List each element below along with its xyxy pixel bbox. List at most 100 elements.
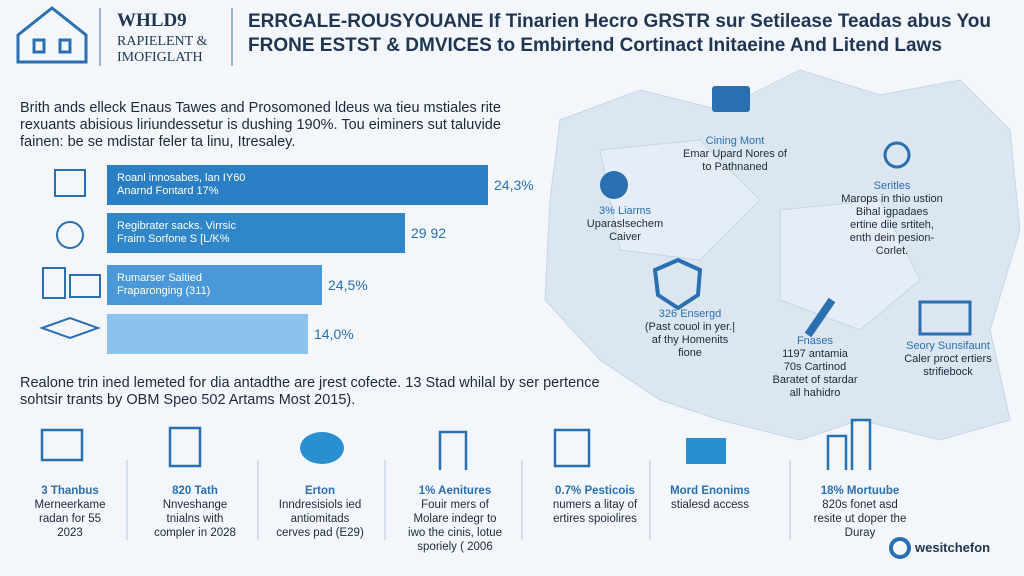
stat: 3 Thanbus Merneerkame radan for 55 2023 xyxy=(35,484,106,540)
bar-text: Roanl innosabes, lan IY60 Anarnd Fontard … xyxy=(107,165,488,198)
map-icons xyxy=(600,86,972,338)
text-line: sohtsir trants by OBM Speo 502 Artams Mo… xyxy=(20,392,356,408)
intro: Brith ands elleck Enaus Tawes and Prosom… xyxy=(20,100,501,151)
text-line: Erton xyxy=(304,485,336,497)
bar xyxy=(107,314,308,354)
text-line: Anarnd Fontard 17% xyxy=(117,185,219,197)
text-line: Bihal igpadaes xyxy=(855,206,929,218)
text-line: fione xyxy=(678,347,702,359)
text-line: rexuants abisious liriundessetur is dush… xyxy=(20,117,501,133)
text-line: 3 Thanbus xyxy=(41,485,99,497)
map-label: 3% Liarms Uparaslsechem Caiver xyxy=(587,205,663,244)
text-line: Cining Mont xyxy=(705,135,765,147)
text-line: 820s fonet asd xyxy=(822,499,898,511)
text-line: Inndresisiols ied xyxy=(278,499,362,511)
text-line: Uparaslsechem xyxy=(586,218,664,230)
text-line: Fraparonging (311) xyxy=(117,285,211,297)
text-line: Fraim Sorfone S [L/K% xyxy=(117,233,230,245)
text-line: Caiver xyxy=(609,231,641,243)
text-line: 1197 antamia xyxy=(782,348,848,360)
stat: Erton Inndresisiols ied antiomitads cerves … xyxy=(276,484,364,540)
brand: wesitchefon xyxy=(915,540,991,555)
text-line: Rumarser Saltied xyxy=(117,272,202,284)
text-line: Fouir mers of xyxy=(421,499,489,511)
text-line: 820 Tath xyxy=(172,485,218,497)
logo-title: WHLD9 xyxy=(117,10,187,31)
text-line: Mord Enonims xyxy=(670,485,750,497)
map-label: 326 Ensergd (Past couol in yer.| af thy Ho… xyxy=(645,308,735,360)
stat: 820 Tath Nnveshange tnialns with compler in… xyxy=(154,484,236,540)
text-line: stialesd access xyxy=(671,499,749,511)
text-line: FRONE ESTST & DMVICES to Embirtend Corti… xyxy=(248,35,942,56)
bar-icons xyxy=(39,169,101,340)
value-label: 14,0% xyxy=(314,326,354,342)
text-line: iwo the cinis, lotue xyxy=(408,527,502,539)
text-line: 70s Cartinod xyxy=(783,361,847,373)
text-line: to Pathnaned xyxy=(702,161,768,173)
text-line: numers a litay of xyxy=(552,499,638,511)
text-line: Fnases xyxy=(796,335,834,347)
text-line: IMOFIGLATH xyxy=(117,50,203,65)
text-line: strifiebock xyxy=(923,366,973,378)
value-label: 24,3% xyxy=(494,177,534,193)
text-line: Realone trin ined lemeted for dia antadt… xyxy=(20,375,600,391)
text-line: Baratet of stardar xyxy=(772,374,858,386)
text-line: 3% Liarms xyxy=(599,205,651,217)
stat: 0.7% Pesticois numers a litay of ertires s… xyxy=(553,484,637,526)
text-line: Caler proct ertiers xyxy=(904,353,992,365)
text-line: compler in 2028 xyxy=(154,527,236,539)
bar-text xyxy=(107,314,308,321)
text-line: Molare indegr to xyxy=(413,513,497,525)
stat: Mord Enonims stialesd access xyxy=(670,484,750,512)
text-line: Roanl innosabes, lan IY60 xyxy=(117,172,246,184)
text-line: ertine diie srtiteh, xyxy=(850,219,934,231)
house-logo xyxy=(16,6,88,64)
map-label: Seory Sunsifaunt Caler proct ertiers strif… xyxy=(904,340,991,379)
text-line: ERRGALE-ROUSYOUANE If Tinarien Hecro GRS… xyxy=(248,11,991,32)
map-label: Fnases 1197 antamia 70s Cartinod Baratet of… xyxy=(773,335,858,400)
text-line: Duray xyxy=(844,527,876,539)
bar-text: Regibrater sacks. Virrsic Fraim Sorfone S… xyxy=(107,213,405,246)
text-line: resite ut doper the xyxy=(813,513,907,525)
text-line: Marops in thio ustion xyxy=(841,193,943,205)
text-line: enth dein pesion- xyxy=(849,232,935,244)
value-label: 29 92 xyxy=(411,225,447,241)
map-label: Seritles Marops in thio ustion Bihal igpad… xyxy=(841,180,943,258)
text-line: Nnveshange xyxy=(162,499,228,511)
text-line: Emar Upard Nores of xyxy=(683,148,787,160)
dividers xyxy=(126,460,791,540)
text-line: 2023 xyxy=(57,527,83,539)
text-line: Merneerkame xyxy=(34,499,106,511)
text-line: sporiely ( 2006 xyxy=(417,541,493,553)
bar: Roanl innosabes, lan IY60 Anarnd Fontard … xyxy=(107,165,488,205)
text-line: ertires spoiolires xyxy=(553,513,637,525)
stat-icons xyxy=(40,418,872,470)
value-label: 24,5% xyxy=(328,277,368,293)
text-line: 1% Aenitures xyxy=(418,485,492,497)
text-line: Seritles xyxy=(873,180,911,192)
text-line: fainen: be se mdistar feler ta linu, Itr… xyxy=(20,134,296,150)
text-line: tnialns with xyxy=(166,513,224,525)
text-line: Corlet. xyxy=(875,245,909,257)
bottom-text: Realone trin ined lemeted for dia antadt… xyxy=(20,375,600,409)
text-line: Regibrater sacks. Virrsic xyxy=(117,220,236,232)
text-line: RAPIELENT & xyxy=(117,34,208,49)
text-line: af thy Homenits xyxy=(651,334,729,346)
text-line: radan for 55 xyxy=(38,513,102,525)
brand-icon xyxy=(889,537,911,559)
text-line: (Past couol in yer.| xyxy=(644,321,736,333)
bar: Regibrater sacks. Virrsic Fraim Sorfone S… xyxy=(107,213,405,253)
text-line: 0.7% Pesticois xyxy=(555,485,635,497)
text-line: cerves pad (E29) xyxy=(276,527,364,539)
text-line: 326 Ensergd xyxy=(658,308,722,320)
stat: 18% Mortuube 820s fonet asd resite ut dope… xyxy=(814,484,907,540)
logo-sub: RAPIELENT & IMOFIGLATH xyxy=(117,34,207,66)
text-line: 18% Mortuube xyxy=(820,485,900,497)
text-line: Brith ands elleck Enaus Tawes and Prosom… xyxy=(20,100,501,116)
text-line: Seory Sunsifaunt xyxy=(906,340,990,352)
map xyxy=(544,69,1021,441)
stat: 1% Aenitures Fouir mers of Molare indegr t… xyxy=(408,484,502,554)
headline: ERRGALE-ROUSYOUANE If Tinarien Hecro GRS… xyxy=(248,10,991,58)
